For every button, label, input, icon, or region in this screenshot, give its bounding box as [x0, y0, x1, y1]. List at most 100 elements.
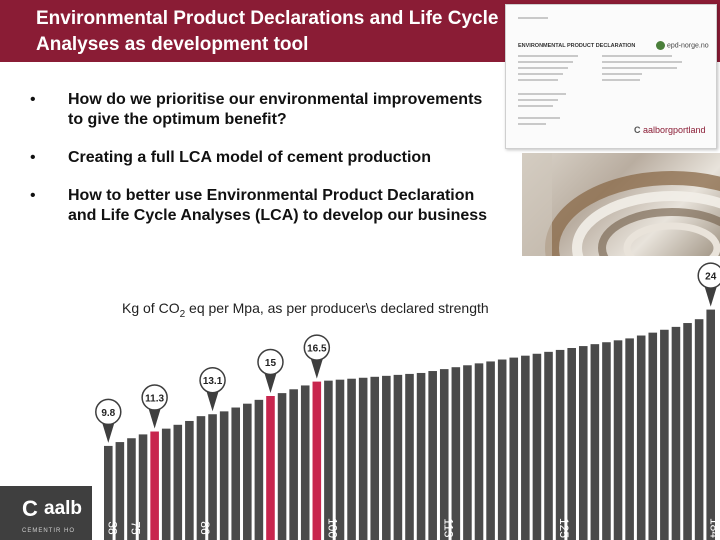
logo-c-icon: C: [22, 496, 38, 521]
rank-label: 38: [105, 521, 119, 535]
spiral-staircase-image: [522, 153, 720, 256]
chart-y-label: Kg of CO2 eq per Mpa, as per producer\s …: [122, 300, 489, 320]
doc-line: [602, 73, 642, 75]
chart-bar: [347, 378, 356, 540]
chart-bar: [185, 420, 194, 540]
doc-line: [518, 67, 568, 69]
callout-pin: [703, 283, 718, 307]
chart-bar: [694, 319, 704, 540]
chart-bar: [300, 385, 310, 540]
callout-ring: [141, 384, 168, 411]
chart-bar: [451, 367, 461, 540]
doc-line: [518, 123, 546, 125]
brand-c-icon: C: [634, 125, 641, 135]
chart-bar: [161, 428, 171, 540]
chart-bar: [486, 361, 495, 540]
logo-subtitle: CEMENTIR HO: [22, 528, 75, 534]
epd-norge-logo: epd-norge.no: [656, 41, 709, 50]
bullet-item: • How to better use Environmental Product…: [30, 186, 500, 226]
bullet-dot: •: [30, 149, 36, 166]
chart-bar: [636, 335, 646, 540]
callout-label: 24: [705, 272, 717, 283]
chart-bar: [590, 344, 600, 540]
ylabel-suffix: eq per Mpa, as per producer\s declared s…: [185, 300, 489, 316]
doc-line: [518, 61, 573, 63]
chart-bar: [335, 379, 345, 540]
callout-pin: [101, 419, 116, 443]
chart-bar: [671, 326, 681, 540]
rank-label: 100: [325, 518, 339, 538]
chart-bar: [660, 329, 669, 540]
callout-ring: [95, 398, 122, 426]
doc-line: [518, 55, 578, 57]
brand-text: aalborgportland: [643, 125, 706, 135]
callout-label: 15: [265, 358, 277, 369]
slide-title: Environmental Product Declarations and L…: [36, 8, 499, 55]
chart-bar: [138, 434, 148, 540]
aalborg-portland-brand: C aalborgportland: [634, 125, 706, 135]
chart-bar: [393, 374, 403, 540]
doc-line: [518, 17, 548, 19]
doc-line: [518, 117, 560, 119]
doc-line: [518, 79, 558, 81]
cementir-logo: C aalb CEMENTIR HO: [0, 486, 92, 540]
bullet-item: • How do we prioritise our environmental …: [30, 90, 500, 130]
doc-line: [602, 79, 640, 81]
rank-label: 86: [198, 521, 212, 535]
rank-label: 75: [128, 521, 142, 535]
chart-bar: [602, 342, 611, 540]
chart-bar: [439, 369, 449, 540]
callout-ring: [303, 334, 331, 361]
rank-label: 125: [557, 518, 571, 538]
chart-bar: [104, 445, 113, 540]
logo-name: aalb: [44, 498, 83, 519]
chart-bar: [173, 424, 183, 540]
callout-pin: [205, 388, 220, 412]
epd-doc-heading: ENVIRONMENTAL PRODUCT DECLARATION: [518, 43, 636, 49]
doc-line: [518, 73, 563, 75]
chart-bar: [324, 380, 333, 540]
chart-bar: [428, 371, 437, 540]
chart-bar: [312, 381, 322, 540]
chart-bar: [706, 309, 715, 540]
callout-pin: [147, 405, 162, 429]
chart-bar: [208, 414, 217, 540]
chart-bar: [243, 403, 252, 540]
chart-bar: [405, 373, 414, 540]
chart-bar: [277, 393, 287, 540]
epd-document-thumbnail: ENVIRONMENTAL PRODUCT DECLARATION epd-no…: [505, 4, 717, 149]
bullet-text: How to better use Environmental Product …: [68, 187, 488, 224]
bullet-dot: •: [30, 91, 36, 108]
chart-bar: [150, 431, 159, 540]
chart-bar: [382, 375, 391, 540]
ylabel-prefix: Kg of CO: [122, 300, 180, 316]
chart-bar: [289, 389, 298, 540]
chart-bar: [463, 365, 472, 540]
callout-label: 11.3: [145, 394, 164, 405]
doc-line: [518, 99, 558, 101]
bullet-item: • Creating a full LCA model of cement pro…: [30, 148, 500, 168]
callout-label: 16.5: [307, 344, 327, 355]
bullet-list: • How do we prioritise our environmental …: [30, 90, 500, 244]
chart-bar: [127, 438, 136, 540]
doc-line: [602, 55, 672, 57]
epd-leaf-icon: [656, 41, 665, 50]
chart-bar: [613, 340, 623, 540]
doc-line: [602, 67, 677, 69]
architecture-photo: [522, 153, 720, 256]
doc-line: [518, 93, 566, 95]
chart-bar: [266, 396, 275, 540]
chart-bar: [578, 346, 588, 540]
bullet-dot: •: [30, 187, 36, 204]
chart-bar: [358, 377, 368, 540]
chart-bar: [474, 363, 484, 540]
chart-bar: [416, 372, 426, 540]
chart-bar: [532, 353, 542, 540]
callout-ring: [199, 366, 226, 394]
bullet-text: How do we prioritise our environmental i…: [68, 91, 483, 128]
chart-bar: [625, 338, 634, 540]
chart-bar: [544, 351, 553, 540]
chart-bar: [648, 332, 658, 540]
chart-bar: [254, 399, 264, 540]
